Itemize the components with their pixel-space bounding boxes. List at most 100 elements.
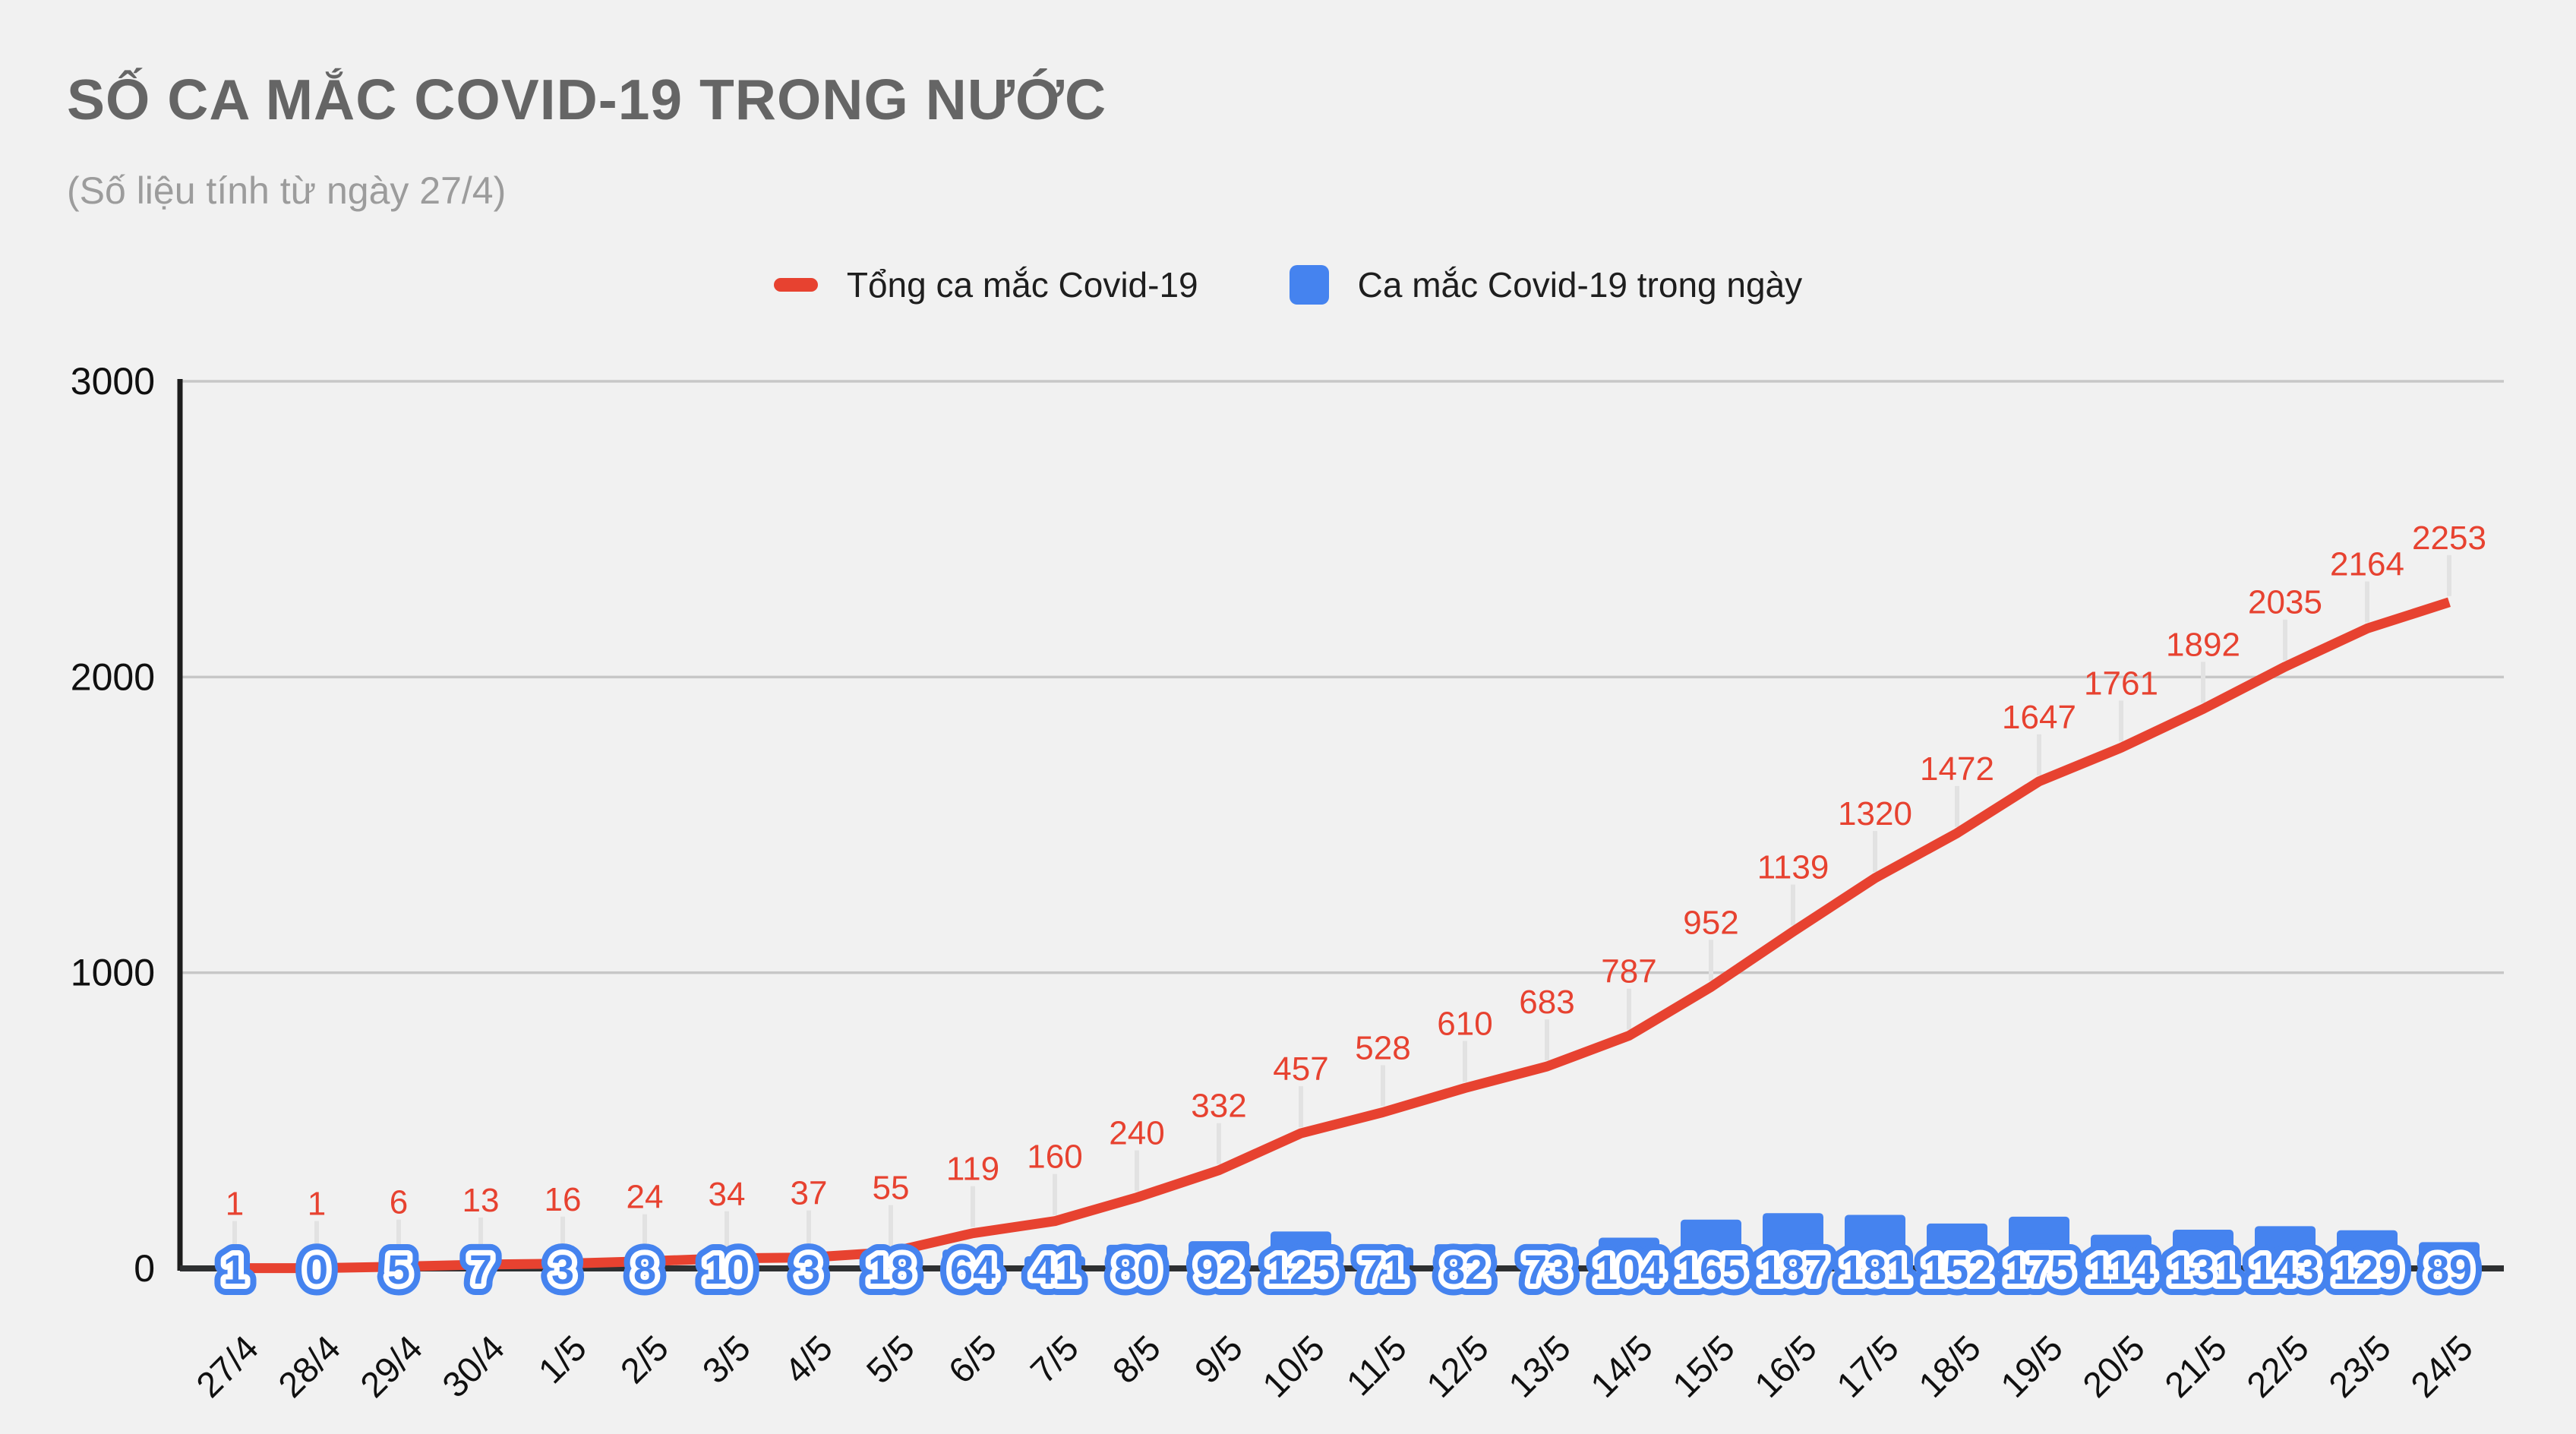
daily-bar [1517, 1246, 1577, 1268]
daily-value-ring: 89 [2426, 1247, 2472, 1293]
daily-value-label: 181 [1841, 1247, 1909, 1293]
daily-bar [2009, 1216, 2069, 1268]
x-tick-label: 30/4 [434, 1328, 512, 1405]
daily-value-ring: 181 [1841, 1247, 1909, 1293]
daily-bar [1599, 1237, 1659, 1268]
total-value-label: 1139 [1757, 849, 1829, 886]
daily-value-label: 165 [1677, 1247, 1745, 1293]
legend-label-daily: Ca mắc Covid-19 trong ngày [1357, 265, 1803, 305]
daily-bar [1681, 1219, 1741, 1268]
x-tick-label: 7/5 [1022, 1328, 1086, 1391]
chart-legend: Tổng ca mắc Covid-19 Ca mắc Covid-19 tro… [0, 264, 2576, 305]
total-value-label: 1 [308, 1186, 326, 1223]
daily-value-ring: 82 [1442, 1247, 1488, 1293]
total-value-label: 1320 [1838, 795, 1912, 832]
daily-value-label: 125 [1267, 1247, 1335, 1293]
daily-value-label: 104 [1595, 1247, 1663, 1293]
daily-value-label: 89 [2426, 1247, 2472, 1293]
x-tick-label: 23/5 [2321, 1328, 2398, 1405]
total-value-label: 1 [226, 1186, 244, 1223]
daily-value-label: 114 [2088, 1247, 2154, 1293]
x-tick-label: 17/5 [1829, 1328, 1906, 1405]
daily-value-label: 18 [868, 1247, 914, 1293]
y-tick-label: 2000 [71, 655, 155, 698]
daily-value-ring: 71 [1360, 1247, 1406, 1293]
total-value-label: 2164 [2330, 545, 2404, 583]
daily-value-ring: 165 [1677, 1247, 1745, 1293]
x-tick-label: 18/5 [1911, 1328, 1988, 1405]
daily-value-ring: 104 [1595, 1247, 1663, 1293]
daily-bar [2173, 1229, 2233, 1268]
daily-bar [1353, 1247, 1413, 1268]
daily-bar [2419, 1242, 2480, 1268]
daily-value-label: 41 [1032, 1247, 1078, 1293]
daily-bar [1927, 1223, 1987, 1268]
x-tick-label: 11/5 [1338, 1328, 1414, 1404]
x-tick-label: 19/5 [1993, 1328, 2070, 1405]
page-subtitle: (Số liệu tính từ ngày 27/4) [67, 169, 507, 212]
daily-value-label: 131 [2169, 1247, 2237, 1293]
x-tick-label: 13/5 [1501, 1328, 1578, 1405]
daily-value-ring: 129 [2333, 1247, 2401, 1293]
total-value-label: 610 [1437, 1006, 1492, 1043]
daily-value-label: 152 [1923, 1247, 1991, 1293]
column-series-swatch-icon [1289, 265, 1329, 305]
total-value-label: 1647 [2002, 699, 2076, 736]
x-tick-label: 29/4 [352, 1328, 430, 1405]
daily-bar [1271, 1231, 1331, 1268]
daily-value-ring: 125 [1267, 1247, 1335, 1293]
daily-value-ring: 10 [704, 1247, 750, 1293]
daily-value-label: 64 [950, 1247, 996, 1293]
daily-value-ring: 64 [950, 1247, 996, 1293]
daily-bar [1189, 1241, 1249, 1268]
total-value-label: 34 [709, 1176, 746, 1213]
daily-value-label: 175 [2005, 1247, 2073, 1293]
y-tick-label: 3000 [71, 360, 155, 403]
total-value-label: 1892 [2166, 626, 2240, 663]
x-tick-label: 14/5 [1583, 1328, 1660, 1405]
total-value-label: 16 [545, 1181, 582, 1218]
daily-bar [1763, 1213, 1823, 1268]
daily-value-ring: 152 [1923, 1247, 1991, 1293]
daily-value-ring: 80 [1114, 1247, 1160, 1293]
x-tick-label: 3/5 [694, 1328, 758, 1391]
daily-value-label: 7 [469, 1247, 492, 1293]
daily-value-ring: 7 [469, 1247, 492, 1293]
daily-value-ring: 114 [2088, 1247, 2154, 1293]
x-tick-label: 15/5 [1665, 1328, 1742, 1405]
daily-value-label: 187 [1759, 1247, 1827, 1293]
daily-value-ring: 5 [387, 1247, 410, 1293]
daily-value-label: 82 [1442, 1247, 1488, 1293]
x-tick-label: 6/5 [940, 1328, 1004, 1391]
total-value-label: 1761 [2084, 665, 2158, 702]
legend-item-total: Tổng ca mắc Covid-19 [773, 264, 1198, 305]
daily-bar [942, 1249, 1003, 1268]
x-tick-label: 5/5 [858, 1328, 922, 1391]
total-value-label: 952 [1683, 904, 1738, 941]
daily-value-label: 1 [223, 1247, 246, 1293]
total-value-label: 1472 [1920, 750, 1994, 788]
total-value-label: 37 [791, 1175, 828, 1212]
x-tick-label: 10/5 [1255, 1328, 1332, 1405]
x-tick-label: 22/5 [2239, 1328, 2316, 1405]
daily-value-ring: 92 [1196, 1247, 1242, 1293]
total-value-label: 2035 [2248, 584, 2322, 621]
daily-value-label: 92 [1196, 1247, 1242, 1293]
daily-value-ring: 175 [2005, 1247, 2073, 1293]
daily-value-label: 3 [797, 1247, 820, 1293]
daily-value-label: 5 [387, 1247, 410, 1293]
daily-value-label: 8 [633, 1247, 656, 1293]
line-series-swatch-icon [773, 278, 818, 292]
daily-value-label: 0 [305, 1247, 328, 1293]
daily-bar [1845, 1214, 1905, 1268]
total-value-label: 24 [627, 1179, 664, 1216]
daily-value-ring: 131 [2169, 1247, 2237, 1293]
total-value-label: 119 [946, 1151, 999, 1188]
x-tick-label: 8/5 [1104, 1328, 1168, 1391]
daily-value-ring: 8 [633, 1247, 656, 1293]
x-tick-label: 16/5 [1747, 1328, 1824, 1405]
total-value-label: 332 [1191, 1088, 1246, 1125]
total-value-label: 55 [873, 1170, 910, 1207]
legend-label-total: Tổng ca mắc Covid-19 [846, 265, 1198, 305]
